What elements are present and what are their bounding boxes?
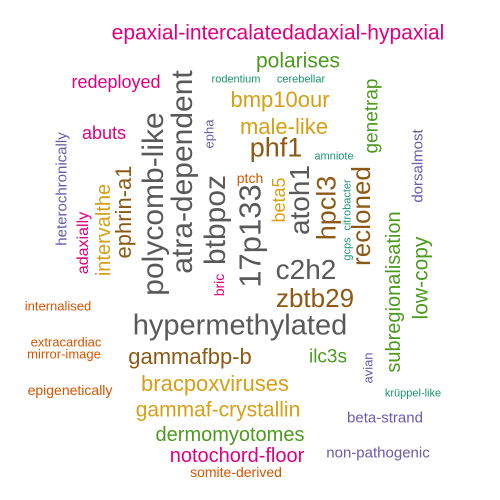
word: c2h2 xyxy=(275,254,337,285)
word: rodentium xyxy=(211,73,261,86)
word: epha xyxy=(201,119,217,149)
word: heterochronically xyxy=(53,132,71,246)
word: gammafbp-b xyxy=(128,344,252,369)
word: gcps xyxy=(341,237,354,261)
word: somite-derived xyxy=(190,464,282,480)
word: 17p133 xyxy=(232,184,268,288)
word: redeployed xyxy=(71,72,161,92)
word: beta-strand xyxy=(347,409,423,427)
word: internalised xyxy=(24,298,92,314)
word: ephrin-a1 xyxy=(111,165,136,259)
word: male-like xyxy=(239,114,329,139)
word: krüppel-like xyxy=(384,387,442,400)
word: mirror-image xyxy=(27,346,101,362)
word: phf1 xyxy=(249,132,303,163)
word: btbpoz xyxy=(199,174,232,266)
word: bmp10our xyxy=(230,87,330,112)
word: non-pathogenic xyxy=(326,444,430,462)
word: avian xyxy=(360,352,376,384)
word: genetrap xyxy=(361,78,383,154)
word: cerebellar xyxy=(276,73,326,86)
word: amniote xyxy=(314,150,354,163)
word: hypermethylated xyxy=(132,309,348,342)
word: notochord-floor xyxy=(169,445,305,467)
word: subregionalisation xyxy=(383,211,405,373)
word: abuts xyxy=(81,123,127,143)
word: citrobacter xyxy=(341,179,354,231)
word: dermomyotomes xyxy=(155,424,305,446)
word: low-copy xyxy=(409,236,433,320)
word: extracardiac xyxy=(30,334,102,350)
word: ptch xyxy=(236,170,264,186)
word: epigenetically xyxy=(27,382,113,398)
word: bracpoxviruses xyxy=(141,371,289,396)
word: polycomb-like xyxy=(137,112,170,296)
word: adaxially xyxy=(75,211,92,275)
word: hpcl3 xyxy=(311,175,342,241)
word: epaxial-intercalatedadaxial-hypaxial xyxy=(111,21,445,45)
word: gammaf-crystallin xyxy=(135,398,301,422)
word: bric xyxy=(211,273,227,297)
word: dorsalmost xyxy=(409,129,427,203)
word: beta5 xyxy=(269,177,289,223)
word: polarises xyxy=(255,49,341,73)
word: ilc3s xyxy=(308,346,348,368)
word: zbtb29 xyxy=(275,283,355,313)
word: atra-dependent xyxy=(166,70,199,274)
word: atoh1 xyxy=(284,164,315,236)
